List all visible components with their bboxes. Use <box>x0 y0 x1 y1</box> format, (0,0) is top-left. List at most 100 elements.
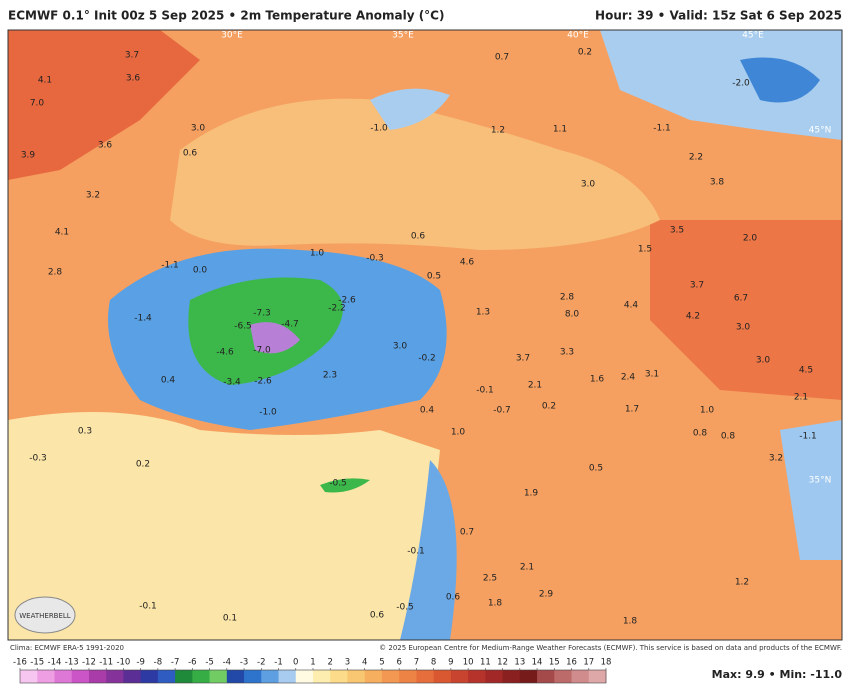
colorbar-tick-label: -3 <box>240 658 248 668</box>
colorbar-tick-label: 10 <box>463 658 474 668</box>
anomaly-label: 3.7 <box>125 51 139 61</box>
colorbar-bin <box>226 670 245 683</box>
anomaly-label: 3.5 <box>670 226 684 236</box>
anomaly-label: -1.4 <box>134 314 152 324</box>
anomaly-label: 3.7 <box>516 354 530 364</box>
cool-coast <box>400 460 457 640</box>
colorbar-bin <box>37 670 55 683</box>
anomaly-label: -7.0 <box>253 346 271 356</box>
anomaly-label: -0.1 <box>476 386 494 396</box>
colorbar-bin <box>519 670 538 683</box>
anomaly-label: 3.2 <box>86 191 100 201</box>
coldest-core <box>250 322 300 354</box>
map-frame <box>7 29 843 641</box>
anomaly-label: 0.4 <box>420 406 435 416</box>
colorbar-bin <box>399 670 417 683</box>
warm-east <box>650 220 842 400</box>
anomaly-label: -1.1 <box>161 261 179 271</box>
geo-label: 35°E <box>392 31 414 41</box>
colorbar-tick-label: -10 <box>116 658 130 668</box>
colorbar-bin <box>175 670 193 683</box>
anomaly-label: 0.7 <box>460 528 474 538</box>
anomaly-label: 2.8 <box>560 293 575 303</box>
anomaly-label: -0.5 <box>396 603 414 613</box>
anomaly-label: 3.6 <box>98 141 113 151</box>
colorbar-bin <box>192 670 211 683</box>
colorbar-tick-label: -16 <box>13 658 27 668</box>
anomaly-label: 1.6 <box>590 375 605 385</box>
anomaly-label: -2.6 <box>338 296 356 306</box>
colorbar-bin <box>330 670 348 683</box>
colorbar-tick-label: 17 <box>583 658 594 668</box>
cool-region <box>600 30 842 140</box>
anomaly-label: 3.2 <box>769 454 783 464</box>
anomaly-label: 3.0 <box>581 180 596 190</box>
anomaly-label: -3.4 <box>223 378 241 388</box>
anomaly-label: 3.9 <box>21 151 36 161</box>
copyright: © 2025 European Centre for Medium-Range … <box>379 644 842 652</box>
colorbar-tick-label: -2 <box>257 658 265 668</box>
max-min: Max: 9.9 • Min: -11.0 <box>712 668 843 681</box>
anomaly-label: 2.1 <box>528 381 542 391</box>
azov-cool <box>370 88 450 130</box>
colorbar-tick-label: -9 <box>136 658 144 668</box>
colorbar-bin <box>450 670 469 683</box>
anomaly-label: 2.1 <box>520 563 534 573</box>
anomaly-label: 2.3 <box>323 371 337 381</box>
colorbar-bin <box>485 670 504 683</box>
colorbar-tick-label: 15 <box>549 658 560 668</box>
anomaly-label: 4.1 <box>38 76 52 86</box>
colorbar-tick-label: 0 <box>293 658 298 668</box>
colorbar-bin <box>20 670 38 683</box>
anomaly-label: 0.4 <box>161 376 176 386</box>
colorbar-tick-label: -7 <box>171 658 179 668</box>
anomaly-label: -0.1 <box>139 602 157 612</box>
anomaly-label: 0.6 <box>183 149 198 159</box>
anomaly-label: 2.4 <box>621 373 636 383</box>
map: WEATHERBELL <box>7 29 843 641</box>
geo-label: 35°N <box>809 476 832 486</box>
anomaly-label: 4.5 <box>799 366 813 376</box>
colorbar-tick-label: 12 <box>497 658 508 668</box>
colorbar-tick-label: 9 <box>448 658 453 668</box>
anomaly-label: 0.7 <box>495 53 509 63</box>
anomaly-label: 0.5 <box>427 272 441 282</box>
colorbar-tick-label: -12 <box>82 658 96 668</box>
anomaly-label: -1.0 <box>259 408 277 418</box>
colorbar-bin <box>313 670 331 683</box>
anomaly-label: 1.8 <box>623 617 638 627</box>
colorbar-tick-label: -8 <box>154 658 162 668</box>
colorbar-tick-label: -4 <box>223 658 231 668</box>
colorbar-bin <box>88 670 107 683</box>
anomaly-label: 4.2 <box>686 312 700 322</box>
anomaly-label: 0.8 <box>721 432 736 442</box>
colorbar-bin <box>295 670 314 683</box>
logo-badge <box>14 596 76 634</box>
anomaly-label: -1.1 <box>799 432 817 442</box>
geo-label: 45°E <box>742 31 764 41</box>
anomaly-label: 2.0 <box>743 234 758 244</box>
black-sea <box>170 98 660 250</box>
anomaly-label: 3.3 <box>560 348 574 358</box>
colorbar-bin <box>71 670 90 683</box>
colorbar-tick-label: 1 <box>310 658 315 668</box>
anomaly-label: -0.3 <box>29 454 47 464</box>
anomaly-label: 0.5 <box>589 464 603 474</box>
anomaly-label: 0.1 <box>223 614 237 624</box>
anomaly-label: 3.0 <box>736 323 751 333</box>
anomaly-label: 0.6 <box>411 232 426 242</box>
anomaly-label: -7.3 <box>253 309 271 319</box>
anomaly-label: 2.9 <box>539 590 554 600</box>
geo-label: 45°N <box>809 126 832 136</box>
colorbar-tick-label: 11 <box>480 658 491 668</box>
colorbar-bin <box>468 670 486 683</box>
anomaly-label: 3.0 <box>393 342 408 352</box>
colorbar-bin <box>347 670 366 683</box>
anomaly-label: 2.2 <box>689 153 703 163</box>
anomaly-label: 3.7 <box>690 281 704 291</box>
clima-note: Clima: ECMWF ERA-5 1991-2020 <box>10 644 124 652</box>
colorbar-bin <box>571 670 590 683</box>
colorbar-bin <box>381 670 400 683</box>
colorbar-tick-label: -13 <box>65 658 79 668</box>
